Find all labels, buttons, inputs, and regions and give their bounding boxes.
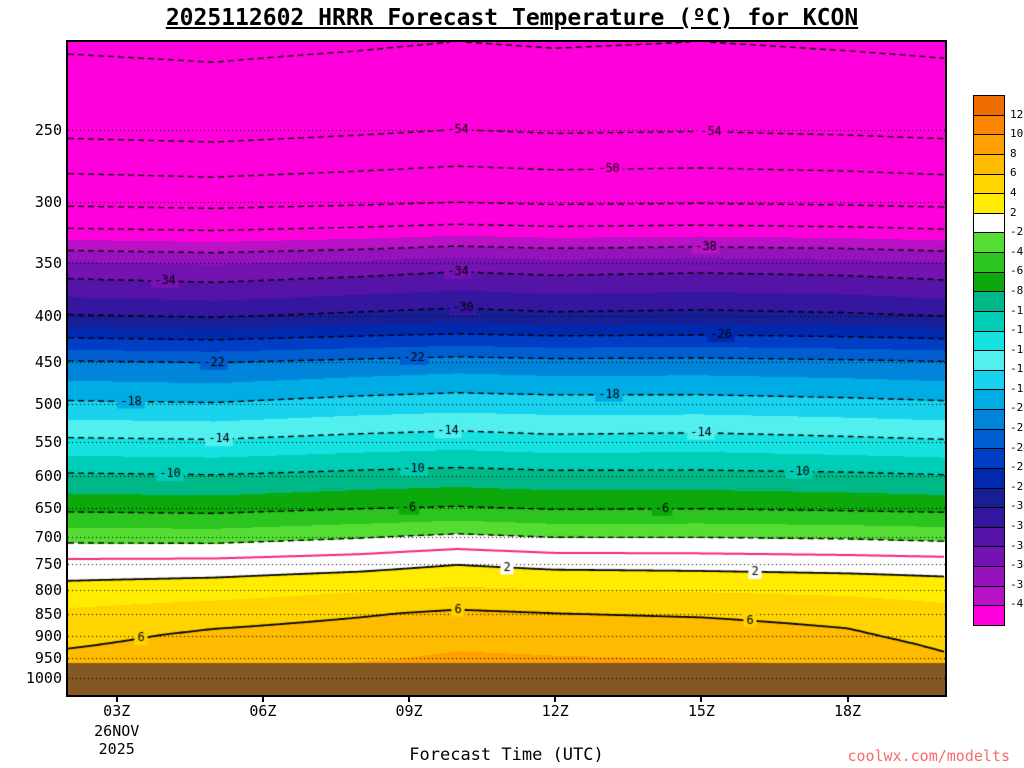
colorbar-tick-label: 10: [1010, 127, 1024, 141]
y-tick-label: 550: [34, 432, 62, 451]
colorbar-tick-label: -24: [1010, 440, 1024, 454]
colorbar-tick-label: -22: [1010, 421, 1024, 435]
colorbar-band: [974, 291, 1004, 311]
colorbar-tick-label: -38: [1010, 577, 1024, 591]
colorbar-tick-label: -6: [1010, 264, 1024, 278]
colorbar-tick-label: -2: [1010, 225, 1024, 239]
colorbar-tick-label: -30: [1010, 499, 1024, 513]
colorbar-band: [974, 212, 1004, 233]
y-tick-label: 900: [34, 627, 62, 646]
colorbar-band: [974, 487, 1004, 508]
x-tick-label: 06Z: [249, 702, 277, 720]
y-tick-label: 450: [34, 353, 62, 372]
y-tick-label: 250: [34, 121, 62, 140]
x-axis-title: Forecast Time (UTC): [409, 745, 604, 765]
colorbar-tick-label: 8: [1010, 146, 1017, 160]
x-tick-label: 12Z: [541, 702, 569, 720]
colorbar-band: [974, 585, 1004, 606]
x-tick-mark: [846, 697, 849, 702]
colorbar-band: [974, 507, 1004, 527]
y-tick-label: 500: [34, 395, 62, 414]
colorbar-band: [974, 409, 1004, 429]
x-tick-label: 18Z: [834, 702, 862, 720]
date-line: 26NOV: [94, 722, 140, 740]
colorbar-tick-label: -18: [1010, 381, 1024, 395]
colorbar-band: [974, 193, 1004, 213]
colorbar-band: [974, 428, 1004, 449]
x-tick-label: 15Z: [687, 702, 715, 720]
colorbar-band: [974, 114, 1004, 135]
colorbar-band: [974, 526, 1004, 547]
y-tick-label: 400: [34, 306, 62, 325]
colorbar-tick-label: -36: [1010, 558, 1024, 572]
colorbar-band: [974, 566, 1004, 586]
y-tick-label: 300: [34, 193, 62, 212]
colorbar: [973, 95, 1005, 626]
y-tick-label: 950: [34, 648, 62, 667]
colorbar-band: [974, 96, 1004, 115]
x-tick-mark: [700, 697, 703, 702]
colorbar-band: [974, 369, 1004, 390]
y-tick-label: 600: [34, 467, 62, 486]
colorbar-band: [974, 252, 1004, 272]
colorbar-band: [974, 389, 1004, 409]
y-tick-label: 800: [34, 580, 62, 599]
x-tick-label: 03Z: [103, 702, 131, 720]
y-tick-label: 850: [34, 604, 62, 623]
colorbar-band: [974, 546, 1004, 566]
colorbar-tick-label: -16: [1010, 362, 1024, 376]
colorbar-band: [974, 350, 1004, 370]
colorbar-band: [974, 605, 1004, 625]
colorbar-band: [974, 467, 1004, 488]
colorbar-tick-label: -32: [1010, 519, 1024, 533]
colorbar-band: [974, 271, 1004, 292]
colorbar-tick-label: -14: [1010, 342, 1024, 356]
colorbar-band: [974, 134, 1004, 154]
x-tick-mark: [554, 697, 557, 702]
y-tick-label: 350: [34, 254, 62, 273]
colorbar-band: [974, 310, 1004, 331]
colorbar-tick-label: 2: [1010, 205, 1017, 219]
colorbar-band: [974, 173, 1004, 194]
colorbar-band: [974, 448, 1004, 468]
x-tick-mark: [115, 697, 118, 702]
colorbar-tick-label: -34: [1010, 538, 1024, 552]
y-tick-label: 750: [34, 555, 62, 574]
colorbar-tick-label: -20: [1010, 401, 1024, 415]
date-line: 2025: [98, 740, 135, 758]
colorbar-tick-label: 6: [1010, 166, 1017, 180]
x-tick-label: 09Z: [395, 702, 423, 720]
y-tick-label: 650: [34, 498, 62, 517]
colorbar-tick-label: -40: [1010, 597, 1024, 611]
chart-title: 2025112602 HRRR Forecast Temperature (ºC…: [165, 5, 859, 31]
colorbar-band: [974, 330, 1004, 351]
plot-canvas: [66, 40, 947, 697]
colorbar-tick-label: -26: [1010, 460, 1024, 474]
watermark-link[interactable]: coolwx.com/modelts: [847, 747, 1010, 765]
colorbar-band: [974, 153, 1004, 174]
colorbar-tick-label: -4: [1010, 244, 1024, 258]
y-tick-label: 1000: [25, 668, 62, 687]
colorbar-band: [974, 232, 1004, 252]
y-tick-label: 700: [34, 528, 62, 547]
colorbar-tick-label: -10: [1010, 303, 1024, 317]
colorbar-tick-label: 4: [1010, 185, 1017, 199]
colorbar-tick-label: -12: [1010, 323, 1024, 337]
x-tick-mark: [261, 697, 264, 702]
colorbar-tick-label: 12: [1010, 107, 1024, 121]
x-tick-mark: [408, 697, 411, 702]
colorbar-tick-label: -8: [1010, 283, 1024, 297]
colorbar-tick-label: -28: [1010, 479, 1024, 493]
